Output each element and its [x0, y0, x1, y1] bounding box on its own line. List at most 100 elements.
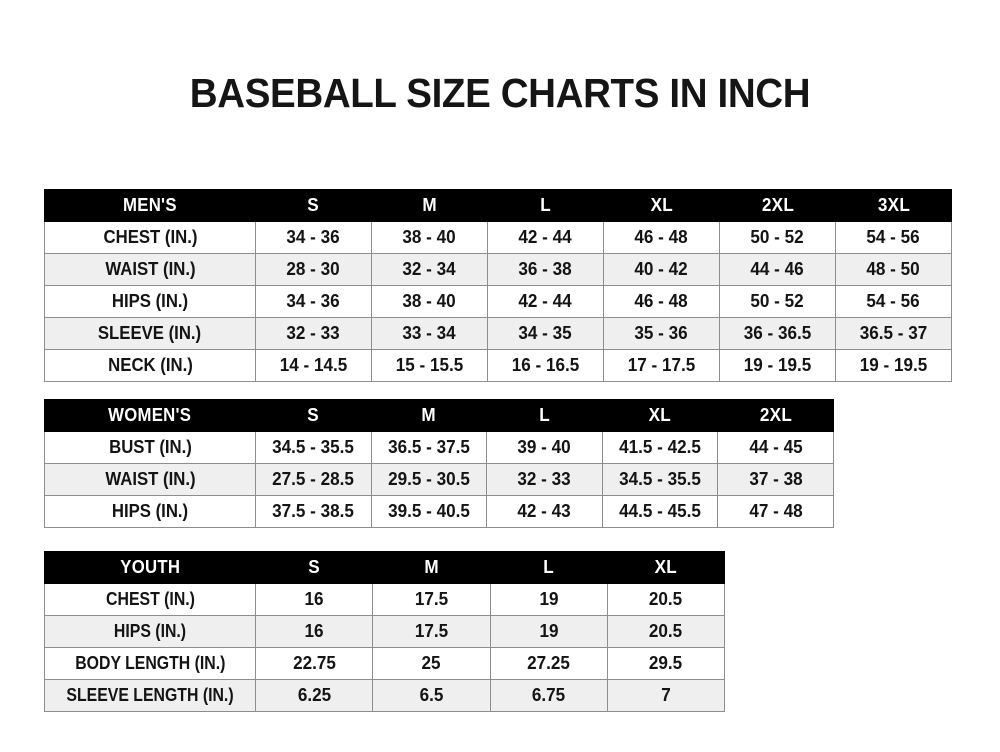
table-row: BUST (IN.) 34.5 - 35.5 36.5 - 37.5 39 - … [44, 431, 834, 464]
mens-header-m: M [371, 189, 488, 222]
data-cell-text: 37.5 - 38.5 [272, 501, 355, 521]
data-cell-text: 6.25 [297, 685, 331, 705]
data-cell: 19 [489, 615, 608, 648]
data-cell-text: 44.5 - 45.5 [619, 501, 701, 521]
womens-header-l: L [486, 399, 603, 432]
womens-size-chart-table: WOMEN'S S M L XL 2XL BUST (IN.) 34.5 - 3… [44, 399, 834, 528]
mens-size-chart-table: MEN'S S M L XL 2XL 3XL CHEST (IN.) 34 - … [44, 189, 952, 382]
data-cell: 50 - 52 [719, 285, 836, 318]
youth-table-head: YOUTH S M L XL [44, 551, 726, 584]
data-cell-text: 50 - 52 [750, 291, 805, 311]
page-title: BASEBALL SIZE CHARTS IN INCH [189, 70, 811, 116]
data-cell: 17.5 [372, 615, 491, 648]
data-cell-text: 14 - 14.5 [279, 355, 348, 375]
table-row: HIPS (IN.) 37.5 - 38.5 39.5 - 40.5 42 - … [44, 495, 834, 528]
data-cell-text: 41.5 - 42.5 [619, 437, 701, 457]
data-cell-text: 42 - 44 [518, 291, 573, 311]
data-cell: 38 - 40 [371, 221, 488, 254]
data-cell-text: 39.5 - 40.5 [388, 501, 470, 521]
row-label-text: HIPS (IN.) [113, 621, 187, 641]
youth-header-m-label: M [424, 557, 439, 577]
data-cell-text: 38 - 40 [402, 227, 457, 247]
youth-header-category-label: YOUTH [120, 557, 180, 577]
data-cell: 40 - 42 [603, 253, 720, 286]
row-label: HIPS (IN.) [44, 615, 256, 648]
table-row: NECK (IN.) 14 - 14.5 15 - 15.5 16 - 16.5… [44, 349, 952, 382]
data-cell-text: 38 - 40 [402, 291, 457, 311]
data-cell: 35 - 36 [603, 317, 720, 350]
data-cell: 15 - 15.5 [371, 349, 488, 382]
mens-header-s: S [255, 189, 372, 222]
table-row: BODY LENGTH (IN.) 22.75 25 27.25 29.5 [44, 647, 726, 680]
data-cell: 36.5 - 37.5 [370, 431, 488, 464]
data-cell: 46 - 48 [603, 221, 720, 254]
data-cell-text: 42 - 43 [517, 501, 572, 521]
youth-header-row: YOUTH S M L XL [44, 551, 726, 584]
womens-header-row: WOMEN'S S M L XL 2XL [44, 399, 834, 432]
youth-header-s: S [254, 551, 374, 584]
data-cell: 39.5 - 40.5 [370, 495, 488, 528]
data-cell: 6.25 [254, 679, 374, 712]
womens-header-2xl: 2XL [717, 399, 834, 432]
data-cell: 16 [254, 615, 374, 648]
data-cell: 33 - 34 [371, 317, 488, 350]
data-cell-text: 32 - 33 [286, 323, 341, 343]
mens-header-3xl-label: 3XL [877, 195, 910, 215]
data-cell-text: 44 - 45 [749, 437, 803, 457]
table-row: CHEST (IN.) 16 17.5 19 20.5 [44, 583, 726, 616]
womens-table-head: WOMEN'S S M L XL 2XL [44, 399, 834, 432]
data-cell-text: 35 - 36 [634, 323, 689, 343]
data-cell: 34.5 - 35.5 [601, 463, 719, 496]
mens-header-2xl: 2XL [719, 189, 836, 222]
row-label-text: WAIST (IN.) [104, 259, 196, 279]
row-label: BODY LENGTH (IN.) [44, 647, 256, 680]
data-cell: 19 - 19.5 [835, 349, 952, 382]
data-cell: 38 - 40 [371, 285, 488, 318]
row-label: SLEEVE (IN.) [44, 317, 256, 350]
table-row: WAIST (IN.) 28 - 30 32 - 34 36 - 38 40 -… [44, 253, 952, 286]
row-label: HIPS (IN.) [44, 285, 256, 318]
row-label: CHEST (IN.) [44, 583, 256, 616]
data-cell-text: 17 - 17.5 [627, 355, 696, 375]
youth-table-body: CHEST (IN.) 16 17.5 19 20.5 HIPS (IN.) 1… [44, 583, 726, 712]
data-cell: 32 - 34 [371, 253, 488, 286]
data-cell-text: 6.75 [531, 685, 566, 705]
data-cell: 20.5 [606, 583, 726, 616]
data-cell-text: 16 [304, 621, 324, 641]
mens-header-xl-label: XL [650, 195, 673, 215]
youth-header-category: YOUTH [44, 551, 256, 584]
mens-header-category: MEN'S [44, 189, 256, 222]
womens-header-xl: XL [601, 399, 719, 432]
data-cell: 36.5 - 37 [835, 317, 952, 350]
row-label-text: SLEEVE LENGTH (IN.) [66, 685, 234, 705]
mens-header-l: L [487, 189, 604, 222]
data-cell-text: 7 [661, 685, 671, 705]
data-cell: 36 - 36.5 [719, 317, 836, 350]
data-cell: 46 - 48 [603, 285, 720, 318]
youth-size-chart-table: YOUTH S M L XL CHEST (IN.) 16 17.5 19 20… [44, 551, 726, 712]
data-cell: 17 - 17.5 [603, 349, 720, 382]
row-label: WAIST (IN.) [44, 253, 256, 286]
data-cell-text: 16 [304, 589, 324, 609]
data-cell-text: 16 - 16.5 [511, 355, 580, 375]
data-cell: 22.75 [254, 647, 374, 680]
row-label: WAIST (IN.) [44, 463, 256, 496]
mens-table-head: MEN'S S M L XL 2XL 3XL [44, 189, 952, 222]
youth-header-l: L [489, 551, 608, 584]
womens-header-m: M [370, 399, 488, 432]
data-cell-text: 54 - 56 [866, 291, 921, 311]
womens-header-xl-label: XL [648, 405, 672, 425]
data-cell-text: 50 - 52 [750, 227, 805, 247]
data-cell-text: 36.5 - 37.5 [388, 437, 470, 457]
table-row: SLEEVE (IN.) 32 - 33 33 - 34 34 - 35 35 … [44, 317, 952, 350]
data-cell-text: 46 - 48 [634, 291, 689, 311]
data-cell-text: 54 - 56 [866, 227, 921, 247]
mens-header-l-label: L [540, 195, 551, 215]
data-cell: 34.5 - 35.5 [255, 431, 372, 464]
youth-header-s-label: S [308, 557, 320, 577]
data-cell-text: 46 - 48 [634, 227, 689, 247]
data-cell: 37.5 - 38.5 [255, 495, 372, 528]
youth-header-xl: XL [606, 551, 726, 584]
data-cell-text: 37 - 38 [749, 469, 803, 489]
row-label-text: NECK (IN.) [107, 355, 193, 375]
